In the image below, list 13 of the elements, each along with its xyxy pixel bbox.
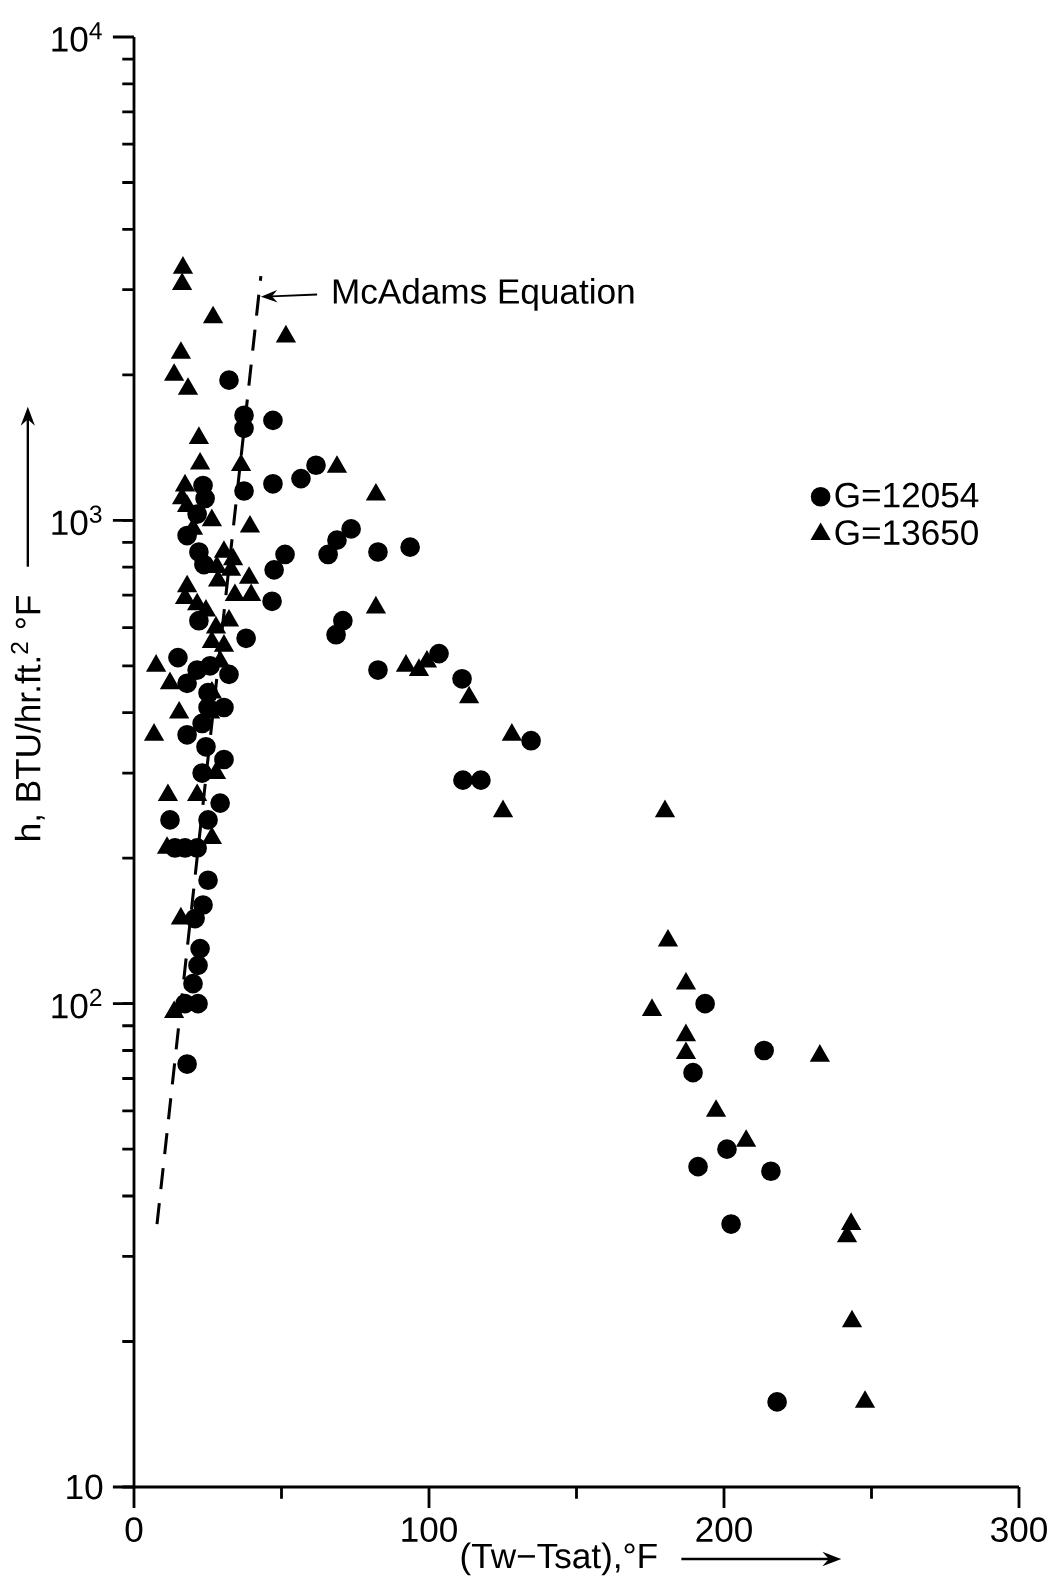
legend-label: G=13650 <box>835 520 978 546</box>
x-tick-label: 200 <box>696 1517 752 1543</box>
y-tick-label: 10 <box>67 1474 103 1500</box>
y-tick-label: 10$^{4}$ <box>52 22 102 52</box>
x-tick-label: 100 <box>402 1517 457 1543</box>
x-tick-label: 0 <box>125 1517 143 1543</box>
x-tick-label: 300 <box>991 1517 1047 1543</box>
legend-label: G=12054 <box>835 482 979 508</box>
annotation: McAdams Equation <box>333 278 634 311</box>
x-axis-title: (Tw−Tsat),°F <box>461 1542 657 1576</box>
y-axis-title: h, BTU/hr.ft.$^{2}$ °F <box>10 596 45 840</box>
y-tick-label: 10$^{2}$ <box>52 988 102 1019</box>
y-tick-label: 10$^{3}$ <box>52 505 102 536</box>
